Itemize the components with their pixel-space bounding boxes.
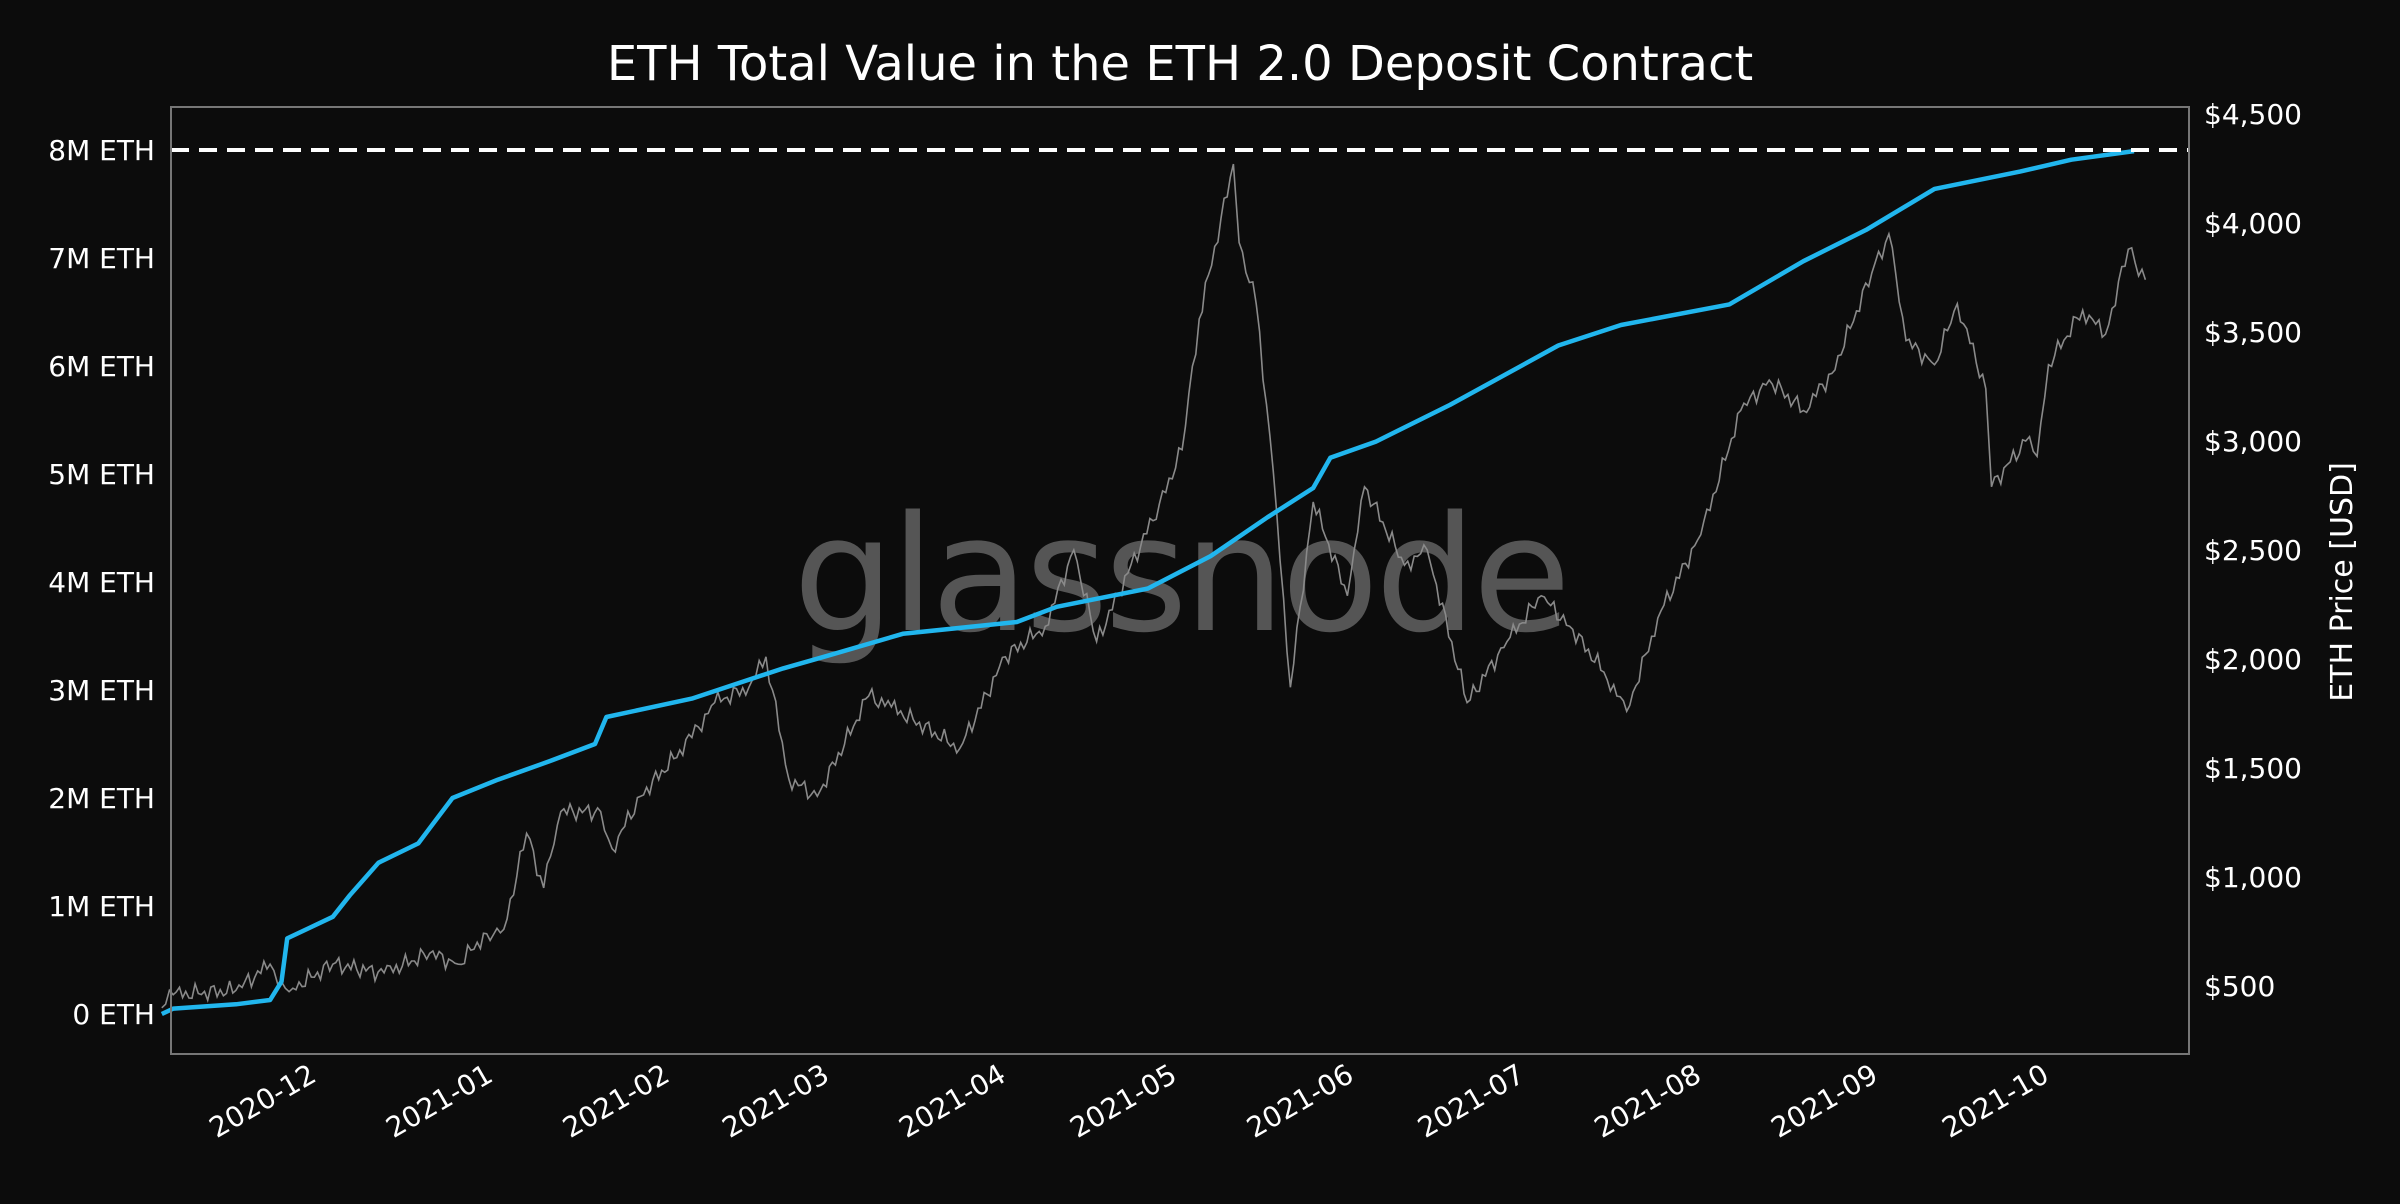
left-tick-label: 3M ETH (48, 674, 155, 707)
left-tick-label: 8M ETH (48, 134, 155, 167)
right-tick-label: $500 (2204, 970, 2275, 1003)
deposit-line (160, 148, 2135, 1017)
right-tick-label: $2,000 (2204, 643, 2302, 676)
chart-title: ETH Total Value in the ETH 2.0 Deposit C… (607, 36, 1753, 92)
left-tick-label: 1M ETH (48, 890, 155, 923)
right-tick-label: $1,500 (2204, 752, 2302, 785)
right-tick-label: $3,500 (2204, 316, 2302, 349)
left-tick-label: 0 ETH (72, 998, 155, 1031)
left-tick-label: 2M ETH (48, 782, 155, 815)
deposit-series (160, 148, 2135, 1017)
right-axis: $500 $1,000 $1,500 $2,000 $2,500 $3,000 $3,500… (2204, 98, 2302, 1003)
left-tick-label: 7M ETH (48, 242, 155, 275)
left-tick-label: 5M ETH (48, 458, 155, 491)
right-tick-label: $3,000 (2204, 425, 2302, 458)
watermark-logo: glassnode (793, 481, 1567, 668)
right-tick-label: $1,000 (2204, 861, 2302, 894)
right-tick-label: $4,500 (2204, 98, 2302, 131)
left-tick-label: 6M ETH (48, 350, 155, 383)
right-tick-label: $2,500 (2204, 534, 2302, 567)
right-axis-label: ETH Price [USD] (2325, 462, 2360, 702)
left-axis: 0 ETH 1M ETH 2M ETH 3M ETH 4M ETH 5M ETH 6M ET… (48, 134, 155, 1031)
right-tick-label: $4,000 (2204, 207, 2302, 240)
left-tick-label: 4M ETH (48, 566, 155, 599)
price-series (161, 163, 2147, 1009)
price-line (161, 163, 2147, 1009)
plot-frame (170, 106, 2190, 1055)
